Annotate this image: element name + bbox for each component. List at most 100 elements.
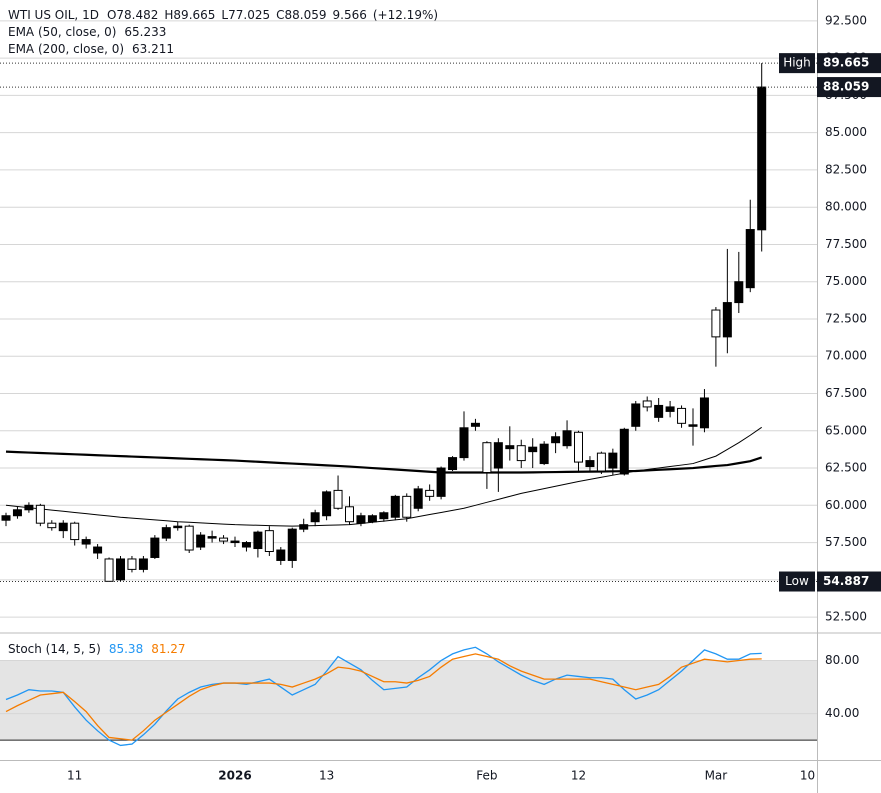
candle-body: [35, 504, 45, 524]
legend-name: EMA (50, close, 0): [8, 25, 116, 39]
candle-body: [276, 549, 286, 561]
candle-body: [688, 424, 698, 427]
candle-body: [12, 509, 22, 517]
candle-body: [413, 488, 423, 509]
candle-body: [596, 452, 606, 472]
legend-value: 65.233: [124, 25, 166, 39]
close-value: 88.059: [823, 80, 869, 94]
candle-body: [402, 495, 412, 518]
candle-body: [47, 522, 57, 529]
candle-body: [757, 86, 767, 231]
high-badge: [817, 53, 881, 74]
candle-body: [253, 531, 263, 550]
header: WTI US OIL, 1D O78.482 H89.665 L77.025 C88.0…: [8, 8, 438, 22]
candle-body: [505, 445, 515, 450]
x-tick-label: 2026: [218, 769, 251, 783]
candle-body: [219, 537, 229, 542]
candle-body: [665, 406, 675, 412]
x-tick-label: Mar: [705, 769, 728, 783]
y-tick-label: 65.000: [825, 423, 867, 437]
change: 9.566: [333, 8, 367, 22]
candle-body: [528, 446, 538, 453]
y-tick-label: 80.00: [825, 653, 859, 667]
candle-body: [161, 527, 171, 539]
y-tick-label: 75.000: [825, 274, 867, 288]
candle-body: [104, 558, 114, 582]
y-tick-label: 92.500: [825, 13, 867, 27]
candle-body: [448, 457, 458, 471]
candle-body: [722, 302, 732, 338]
candle-body: [322, 491, 332, 517]
candle-body: [436, 467, 446, 497]
low-tag: [779, 571, 815, 592]
legend-value: 81.27: [151, 642, 185, 656]
candle-body: [642, 400, 652, 408]
high-tag-label: High: [783, 56, 811, 70]
ohlc-label: C: [276, 8, 284, 22]
close-badge: [817, 77, 881, 98]
plot-area: [0, 20, 817, 747]
legend-value: 63.211: [132, 42, 174, 56]
y-tick-label: 57.500: [825, 535, 867, 549]
candle-body: [482, 442, 492, 474]
candle-body: [287, 528, 297, 561]
legend-name: EMA (200, close, 0): [8, 42, 124, 56]
candle-body: [539, 443, 549, 465]
candle-body: [184, 525, 194, 551]
candle-body: [58, 522, 68, 532]
y-tick-label: 72.500: [825, 311, 867, 325]
y-tick-label: 80.000: [825, 200, 867, 214]
candle-body: [127, 558, 137, 570]
candle-body: [138, 558, 148, 570]
ohlc-value: 88.059: [285, 8, 327, 22]
candle-body: [551, 436, 561, 444]
y-tick-label: 40.00: [825, 706, 859, 720]
candle-body: [699, 397, 709, 429]
y-tick-label: 82.500: [825, 162, 867, 176]
band: [0, 660, 817, 741]
candle-body: [677, 407, 687, 424]
high-value: 89.665: [823, 56, 869, 70]
candle-body: [24, 504, 34, 511]
ohlc-label: H: [164, 8, 173, 22]
y-tick-label: 52.500: [825, 610, 867, 624]
candle-body: [173, 525, 183, 529]
candle-body: [207, 536, 217, 539]
candle-body: [654, 404, 664, 418]
candle-body: [459, 427, 469, 459]
x-tick-label: 10: [800, 769, 815, 783]
candle-body: [70, 522, 80, 541]
legend-entry: Stoch (14, 5, 5) 85.38 81.27: [8, 642, 186, 656]
candle-body: [493, 442, 503, 469]
candle-body: [196, 534, 206, 548]
candle-body: [310, 512, 320, 523]
candle-body: [745, 229, 755, 289]
x-tick-label: 11: [67, 769, 82, 783]
candle-body: [333, 489, 343, 509]
x-tick-label: Feb: [476, 769, 497, 783]
high-tag: [779, 53, 815, 74]
candle-body: [356, 515, 366, 524]
candle-body: [734, 281, 744, 304]
candle-body: [379, 512, 389, 520]
ohlc-value: 77.025: [228, 8, 270, 22]
candle-body: [299, 524, 309, 530]
y-tick-label: 70.000: [825, 349, 867, 363]
candle-body: [516, 445, 526, 462]
ohlc-value: 78.482: [116, 8, 158, 22]
symbol-title: WTI US OIL, 1D: [8, 8, 99, 22]
candle-body: [711, 309, 721, 338]
y-tick-label: 67.500: [825, 386, 867, 400]
y-tick-label: 60.000: [825, 498, 867, 512]
ohlc-label: O: [107, 8, 116, 22]
y-tick-label: 62.500: [825, 461, 867, 475]
candle-body: [345, 506, 354, 523]
candle-body: [264, 530, 274, 553]
candle-body: [619, 428, 629, 475]
candle-body: [116, 558, 125, 581]
candle-body: [470, 422, 480, 427]
candle-body: [150, 537, 160, 558]
candle-body: [608, 452, 618, 469]
candle-body: [574, 431, 583, 463]
